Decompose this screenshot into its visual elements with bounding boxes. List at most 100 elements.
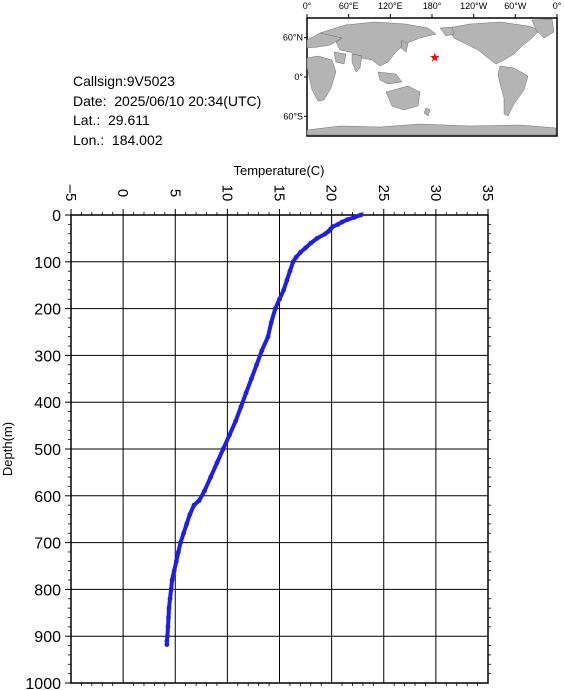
profile-point (243, 390, 249, 396)
land-greenland (531, 18, 555, 39)
profile-point (358, 212, 364, 218)
station-info: Callsign:9V5023 Date: 2025/06/10 20:34(U… (73, 72, 261, 150)
profile-point (173, 558, 179, 564)
x-tick-label: 0 (114, 189, 131, 197)
y-tick-label: 200 (34, 302, 61, 319)
profile-point (272, 306, 278, 311)
map-latitude-labels: 60°N 0° 60°S (283, 33, 304, 122)
profile-point (208, 474, 214, 480)
profile-point (184, 521, 190, 527)
land-asia (319, 21, 437, 67)
map-lon-label: 120°W (460, 1, 488, 11)
date-text: Date: 2025/06/10 20:34(UTC) (73, 92, 262, 109)
profile-point (290, 259, 296, 265)
land-india (351, 53, 363, 73)
profile-point (298, 250, 303, 255)
profile-point (220, 446, 226, 452)
profile-point (166, 615, 171, 620)
x-axis-label: Temperature(C) (233, 163, 324, 178)
y-tick-label: 800 (34, 582, 61, 599)
land-arabia (333, 51, 347, 65)
land-japan (400, 39, 409, 53)
profile-point (268, 320, 274, 325)
longitude-text: Lon.: 184.002 (73, 131, 163, 148)
map-lat-label: 60°S (283, 111, 303, 121)
y-tick-label: 700 (34, 536, 61, 553)
land-alaska (439, 26, 455, 37)
y-tick-label: 400 (34, 395, 61, 412)
x-tick-label: 10 (218, 185, 235, 202)
profile-point (303, 245, 308, 251)
profile-series (164, 212, 364, 647)
y-tick-label: 300 (34, 348, 61, 365)
map-lon-label: 0° (553, 1, 562, 11)
y-tick-label: 900 (34, 629, 61, 646)
profile-point (254, 362, 259, 368)
land-new-zealand (423, 107, 431, 117)
land-antarctica (306, 123, 557, 136)
map-longitude-labels: 0° 60°E 120°E 180° 120°W 60°W 0° (303, 1, 562, 11)
profile-point (293, 254, 299, 260)
profile-point (169, 577, 175, 583)
profile-point (178, 540, 183, 545)
map-land (306, 18, 557, 136)
map-lon-label: 60°E (339, 1, 359, 11)
profile-point (281, 287, 287, 293)
profile-point (259, 348, 265, 354)
y-tick-label: 600 (34, 489, 61, 506)
profile-point (265, 334, 271, 340)
profile-point (165, 633, 170, 639)
x-tick-label: 5 (166, 189, 183, 197)
profile-point (165, 624, 171, 630)
y-tick-labels: 0 100 200 300 400 500 600 700 800 900 1000 (25, 208, 61, 690)
profile-point (171, 568, 177, 574)
x-tick-label: 25 (375, 185, 392, 202)
profile-point (249, 376, 254, 382)
map-lon-label: 0° (303, 1, 312, 11)
profile-point (323, 231, 328, 237)
profile-point (176, 549, 181, 555)
profile-point (287, 268, 293, 274)
profile-point (167, 596, 173, 602)
profile-point (181, 530, 187, 536)
x-tick-label: –5 (62, 185, 79, 202)
y-tick-label: 500 (34, 442, 61, 459)
land-africa (306, 55, 337, 102)
land-indonesia (377, 71, 403, 85)
profile-point (191, 502, 197, 508)
plot-frame (70, 214, 489, 684)
land-south-america (497, 65, 529, 117)
profile-point (233, 418, 239, 424)
callsign-text: Callsign:9V5023 (73, 73, 175, 89)
profile-point (284, 278, 290, 283)
chart-grid (65, 209, 489, 684)
profile-point (314, 236, 320, 241)
x-tick-label: 35 (479, 185, 496, 202)
world-map: 0° 60°E 120°E 180° 120°W 60°W 0° 60°N 0° 60°S (283, 1, 562, 137)
profile-point (344, 217, 350, 223)
profile-point (202, 488, 207, 494)
land-north-america (447, 21, 541, 65)
profile-point (168, 587, 174, 592)
y-tick-label: 1000 (25, 676, 61, 690)
profile-point (164, 638, 170, 644)
profile-point (187, 512, 193, 517)
profile-point (196, 498, 202, 503)
profile-point (166, 605, 172, 611)
station-marker-star (430, 52, 440, 62)
profile-point (227, 432, 232, 438)
x-tick-label: 15 (271, 185, 288, 202)
profile-point (277, 296, 282, 302)
map-lon-label: 60°W (504, 1, 527, 11)
x-tick-label: 20 (323, 185, 340, 202)
y-axis-label: Depth(m) (0, 422, 15, 476)
profile-point (335, 222, 341, 227)
map-lat-label: 60°N (283, 33, 303, 43)
profile-point (308, 240, 314, 246)
map-lon-label: 180° (423, 1, 442, 11)
land-australia (385, 85, 421, 111)
profile-point (339, 219, 345, 225)
x-tick-label: 30 (427, 185, 444, 202)
map-lat-label: 0° (294, 72, 303, 82)
